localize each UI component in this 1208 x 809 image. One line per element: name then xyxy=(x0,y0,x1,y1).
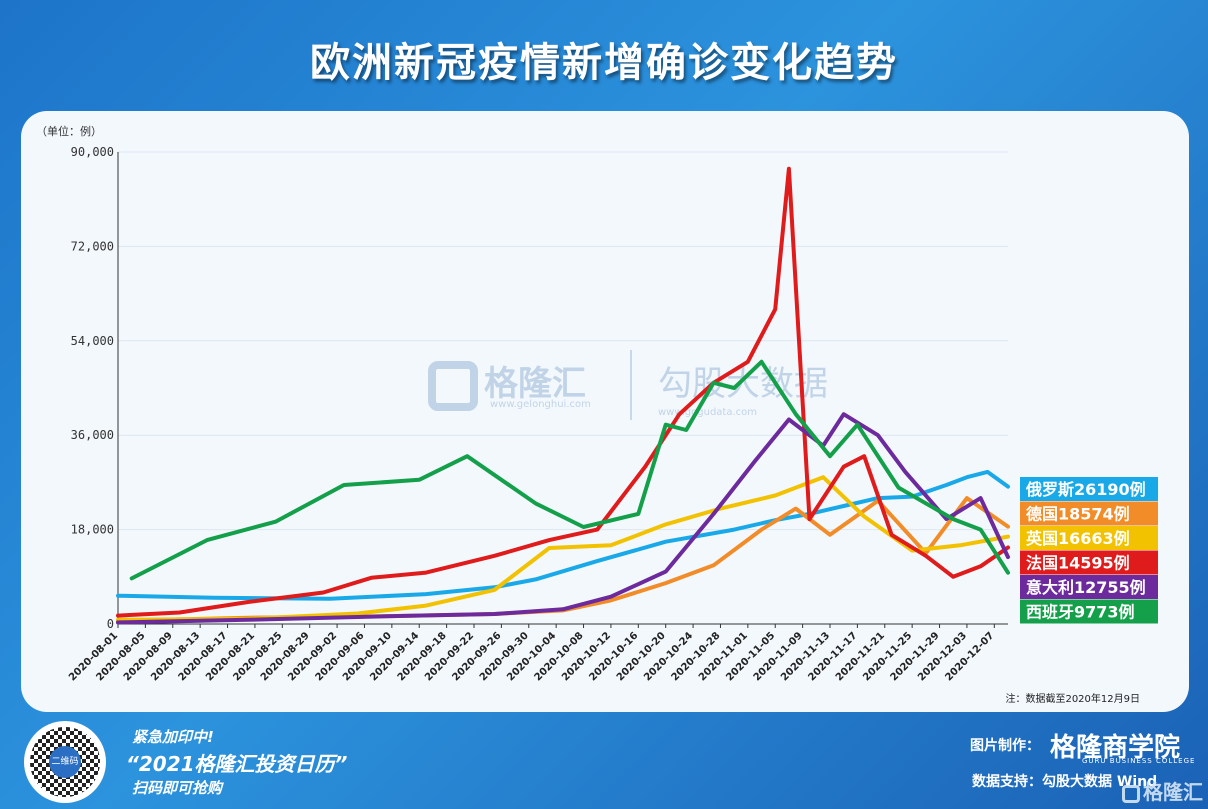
corner-logo: 格隆汇 xyxy=(1122,776,1203,805)
gelonghui-logo-icon xyxy=(428,360,478,411)
credit-label: 图片制作： xyxy=(970,738,1040,754)
series-line-西班牙 xyxy=(129,359,1010,581)
y-tick-label: 72,000 xyxy=(71,239,114,253)
credit-brand-sub: GURU BUSINESS COLLEGE xyxy=(1082,757,1196,765)
watermark-url2: www.gogudata.com xyxy=(658,407,758,418)
legend-box xyxy=(1020,550,1158,575)
data-source: 数据支持：勾股大数据 Wind xyxy=(972,774,1158,790)
promo-line-1: 紧急加印中! xyxy=(132,728,214,746)
legend-label: 英国16663例 xyxy=(1025,529,1130,548)
y-tick-label: 0 xyxy=(107,617,114,631)
y-tick-label: 54,000 xyxy=(71,334,114,348)
legend-label: 俄罗斯26190例 xyxy=(1025,480,1146,499)
watermark-divider xyxy=(630,350,632,420)
y-tick-label: 90,000 xyxy=(71,145,114,159)
chart-note: 注：数据截至2020年12月9日 xyxy=(1005,692,1140,705)
gelonghui-watermark: 格隆汇 www.gelonghui.com xyxy=(428,356,591,411)
legend-label: 法国14595例 xyxy=(1026,554,1130,573)
credit-brand: 格隆商学院 xyxy=(1050,733,1181,763)
promo-line-2: “2021格隆汇投资日历” xyxy=(126,752,348,776)
watermark-brand: 格隆汇 xyxy=(484,364,586,404)
series-line-意大利 xyxy=(116,412,1010,625)
legend-box xyxy=(1020,599,1158,624)
series-line-俄罗斯 xyxy=(116,469,1010,601)
legend-label: 德国18574例 xyxy=(1026,505,1130,524)
legend-box xyxy=(1020,526,1158,550)
qr-code[interactable]: 二维码 xyxy=(24,721,106,803)
promo-line-3: 扫码即可抢购 xyxy=(132,779,223,797)
legend-box xyxy=(1020,477,1158,501)
legend-box xyxy=(1020,575,1158,599)
unit-label: （单位：例） xyxy=(36,124,102,138)
watermark-url: www.gelonghui.com xyxy=(490,398,591,410)
legend-label: 西班牙9773例 xyxy=(1026,603,1135,622)
legend-label: 意大利12755例 xyxy=(1026,578,1146,597)
chart-card xyxy=(21,111,1189,712)
legend-box xyxy=(1020,501,1158,526)
qr-center-logo: 二维码 xyxy=(49,746,81,778)
corner-logo-icon xyxy=(1122,784,1140,803)
corner-logo-text: 格隆汇 xyxy=(1143,780,1203,804)
y-tick-label: 36,000 xyxy=(71,428,114,442)
x-tick-label: 2020-12-07 xyxy=(943,630,996,683)
y-tick-label: 18,000 xyxy=(71,523,114,537)
page-title: 欧洲新冠疫情新增确诊变化趋势 xyxy=(310,40,898,86)
